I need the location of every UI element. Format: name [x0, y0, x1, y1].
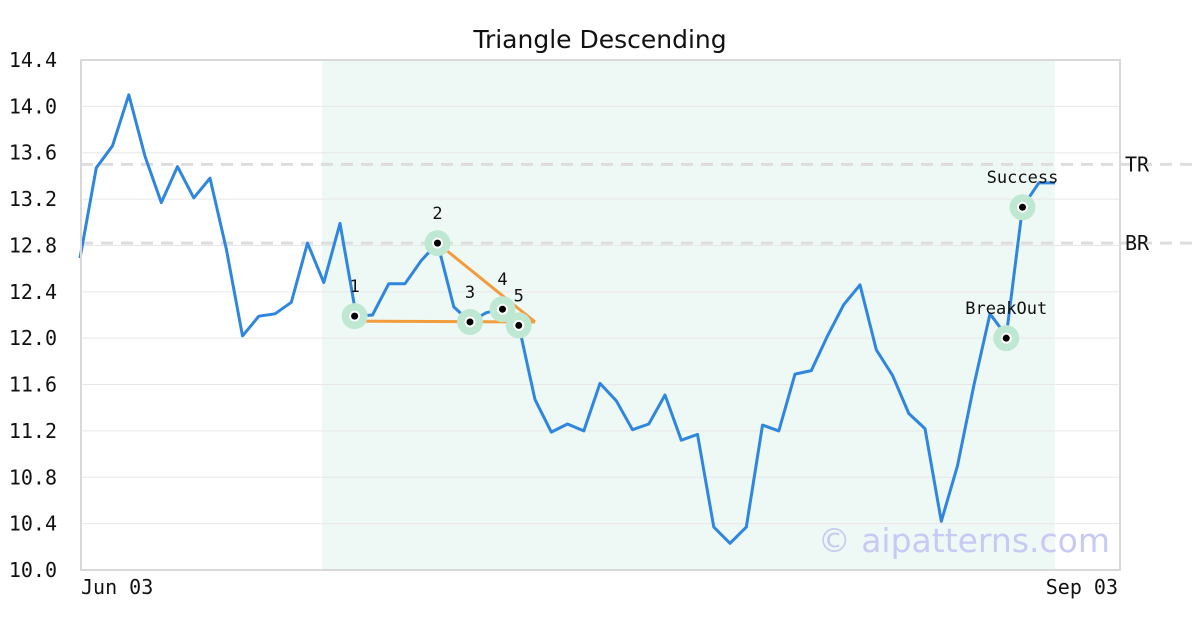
x-tick-label: Jun 03	[81, 575, 153, 599]
marker-label: BreakOut	[965, 299, 1047, 319]
y-tick-label: 14.4	[9, 48, 57, 72]
y-tick-label: 11.6	[9, 373, 57, 397]
marker-dot	[499, 305, 506, 313]
y-tick-label: 10.0	[9, 558, 57, 582]
marker-dot	[1019, 203, 1026, 211]
y-tick-label: 12.4	[9, 280, 57, 304]
x-axis: Jun 03 Sep 03	[81, 575, 1118, 599]
y-tick-label: 11.2	[9, 419, 57, 443]
level-lines: TR BR	[81, 152, 1200, 255]
marker-label: 1	[350, 277, 360, 297]
marker-dot	[515, 321, 523, 329]
marker-label: 2	[432, 204, 442, 224]
marker-dot	[1002, 334, 1010, 342]
y-tick-label: 10.8	[9, 465, 57, 489]
watermark: © aipatterns.com	[818, 521, 1110, 560]
marker-label: 3	[465, 283, 475, 303]
y-tick-label: 10.4	[9, 512, 57, 536]
y-axis: 10.0 10.4 10.8 11.2 11.6 12.0 12.4 12.8 13.2 13.6…	[9, 48, 57, 582]
marker-dot	[466, 318, 474, 326]
gridlines	[81, 105, 1120, 525]
marker-label: 5	[514, 286, 524, 306]
marker-dot	[351, 312, 359, 320]
triangle-top-line	[436, 241, 536, 324]
chart-title: Triangle Descending	[472, 25, 726, 54]
x-tick-label: Sep 03	[1046, 575, 1118, 599]
y-tick-label: 13.6	[9, 141, 57, 165]
plot-frame	[80, 59, 1121, 571]
y-tick-label: 12.0	[9, 326, 57, 350]
price-line	[78, 93, 1055, 545]
marker-label: Success	[987, 168, 1059, 188]
marker-dot	[434, 239, 441, 247]
level-label: TR	[1125, 152, 1150, 176]
y-tick-label: 14.0	[9, 94, 57, 118]
y-tick-label: 12.8	[9, 233, 57, 257]
highlight-region	[322, 60, 1055, 570]
marker-label: 4	[497, 270, 507, 290]
y-tick-label: 13.2	[9, 187, 57, 211]
pattern-markers: 1 2 3 45 BreakOut Success	[341, 168, 1059, 352]
level-label: BR	[1125, 231, 1150, 255]
